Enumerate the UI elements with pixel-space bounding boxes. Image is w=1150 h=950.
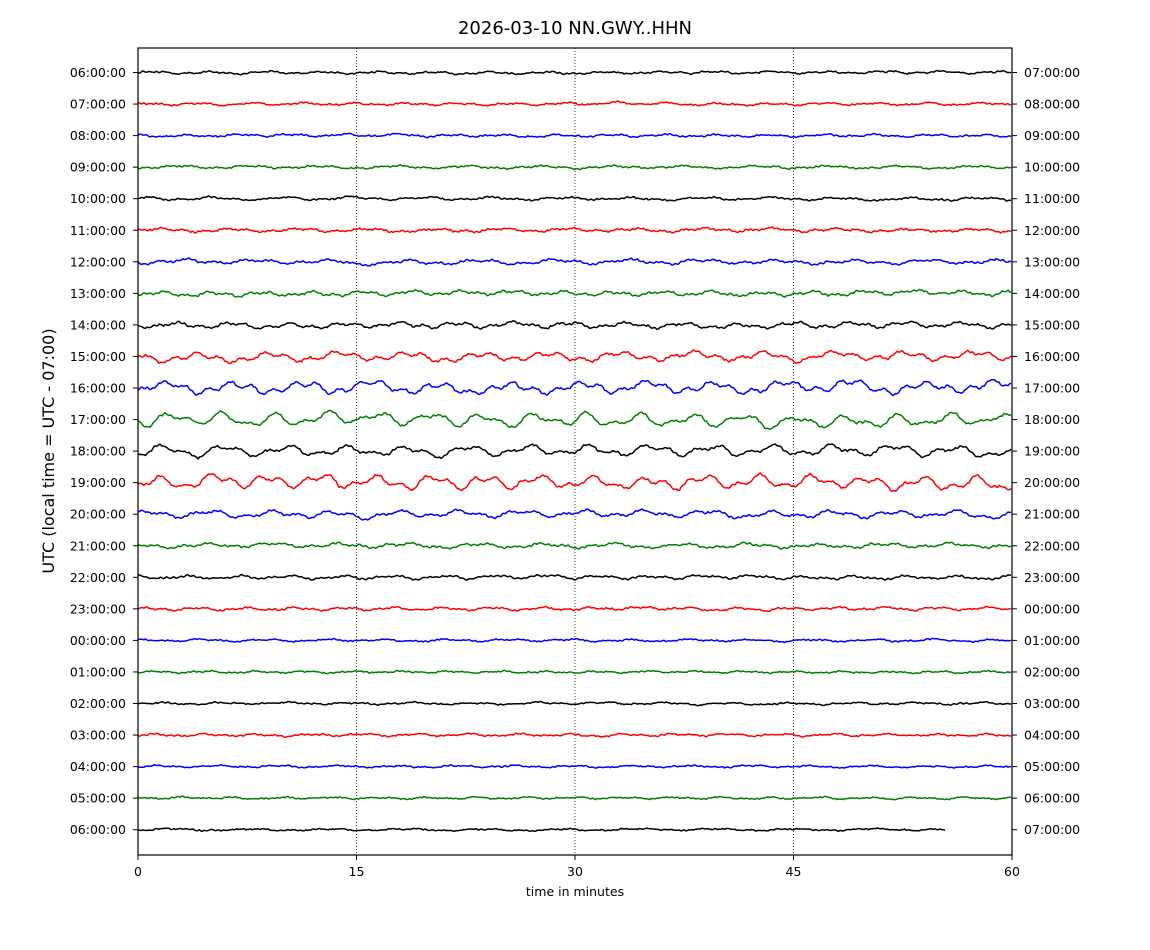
trace-line-10 — [137, 378, 1012, 397]
y-tick-label-left: 06:00:00 — [70, 65, 126, 80]
trace-line-20 — [137, 700, 1011, 707]
x-tick-label: 30 — [567, 864, 583, 879]
y-tick-label-right: 02:00:00 — [1024, 664, 1080, 679]
trace-line-15 — [137, 541, 1012, 550]
y-tick-label-right: 13:00:00 — [1024, 254, 1080, 269]
trace-line-4 — [137, 195, 1012, 202]
y-tick-label-left: 12:00:00 — [70, 254, 126, 269]
trace-line-14 — [137, 508, 1012, 521]
trace-line-16 — [137, 573, 1011, 581]
y-tick-label-right: 00:00:00 — [1024, 601, 1080, 616]
y-tick-label-left: 02:00:00 — [70, 696, 126, 711]
trace-line-8 — [137, 320, 1012, 331]
y-tick-label-right: 06:00:00 — [1024, 791, 1080, 806]
trace-line-5 — [137, 226, 1012, 234]
y-tick-label-left: 09:00:00 — [70, 160, 126, 175]
y-tick-label-right: 08:00:00 — [1024, 97, 1080, 112]
y-tick-label-right: 20:00:00 — [1024, 475, 1080, 490]
trace-line-23 — [137, 795, 1011, 801]
y-tick-label-left: 07:00:00 — [70, 97, 126, 112]
y-tick-label-right: 11:00:00 — [1024, 191, 1080, 206]
y-tick-label-left: 22:00:00 — [70, 570, 126, 585]
trace-line-13 — [137, 472, 1012, 493]
chart-title: 2026-03-10 NN.GWY..HHN — [458, 18, 692, 39]
y-axis-label: UTC (local time = UTC - 07:00) — [39, 328, 58, 573]
y-tick-label-left: 23:00:00 — [70, 601, 126, 616]
y-tick-label-right: 21:00:00 — [1024, 507, 1080, 522]
y-tick-label-left: 13:00:00 — [70, 286, 126, 301]
y-tick-label-left: 17:00:00 — [70, 412, 126, 427]
y-tick-label-left: 06:00:00 — [70, 822, 126, 837]
y-tick-labels-right: 07:00:00 08:00:00 09:00:00 10:00:00 11:00:00… — [1012, 65, 1080, 837]
y-tick-label-left: 20:00:00 — [70, 507, 126, 522]
x-tick-label: 15 — [349, 864, 365, 879]
y-tick-label-right: 07:00:00 — [1024, 65, 1080, 80]
y-tick-label-right: 05:00:00 — [1024, 759, 1080, 774]
y-tick-label-left: 08:00:00 — [70, 128, 126, 143]
trace-line-2 — [137, 132, 1012, 139]
y-tick-label-right: 19:00:00 — [1024, 444, 1080, 459]
y-tick-label-left: 14:00:00 — [70, 317, 126, 332]
trace-line-1 — [137, 100, 1011, 107]
y-tick-label-left: 16:00:00 — [70, 381, 126, 396]
y-tick-label-right: 12:00:00 — [1024, 223, 1080, 238]
trace-line-7 — [137, 288, 1012, 298]
y-tick-label-left: 15:00:00 — [70, 349, 126, 364]
x-tick-label: 45 — [786, 864, 802, 879]
y-tick-label-left: 01:00:00 — [70, 664, 126, 679]
y-tick-label-left: 10:00:00 — [70, 191, 126, 206]
trace-line-12 — [137, 443, 1012, 460]
trace-line-9 — [137, 349, 1012, 365]
y-tick-label-right: 04:00:00 — [1024, 728, 1080, 743]
trace-line-17 — [137, 605, 1012, 613]
trace-line-6 — [137, 257, 1012, 267]
y-tick-label-left: 00:00:00 — [70, 633, 126, 648]
y-tick-label-right: 23:00:00 — [1024, 570, 1080, 585]
y-tick-label-left: 05:00:00 — [70, 791, 126, 806]
y-tick-label-right: 17:00:00 — [1024, 381, 1080, 396]
y-tick-label-left: 21:00:00 — [70, 538, 126, 553]
x-axis-label: time in minutes — [526, 884, 624, 899]
trace-line-18 — [137, 637, 1012, 644]
x-tick-label: 60 — [1004, 864, 1020, 879]
vertical-gridlines — [356, 48, 794, 855]
trace-line-19 — [137, 669, 1012, 675]
y-tick-label-left: 18:00:00 — [70, 444, 126, 459]
y-tick-label-right: 03:00:00 — [1024, 696, 1080, 711]
y-tick-label-right: 22:00:00 — [1024, 538, 1080, 553]
y-tick-label-right: 15:00:00 — [1024, 317, 1080, 332]
trace-line-11 — [137, 409, 1012, 430]
trace-line-3 — [137, 164, 1012, 171]
trace-line-22 — [137, 763, 1012, 769]
y-tick-labels-left: 06:00:00 07:00:00 08:00:00 09:00:00 10:00:00… — [70, 65, 138, 837]
y-tick-label-right: 16:00:00 — [1024, 349, 1080, 364]
trace-line-21 — [137, 732, 1012, 739]
trace-line-24 — [137, 827, 946, 833]
x-axis-ticks: 0 15 30 45 60 — [134, 855, 1020, 879]
y-tick-label-left: 04:00:00 — [70, 759, 126, 774]
seismogram-traces — [137, 69, 1012, 833]
y-tick-label-left: 11:00:00 — [70, 223, 126, 238]
x-tick-label: 0 — [134, 864, 142, 879]
y-tick-label-right: 01:00:00 — [1024, 633, 1080, 648]
y-tick-label-right: 10:00:00 — [1024, 160, 1080, 175]
y-tick-label-right: 07:00:00 — [1024, 822, 1080, 837]
y-tick-label-left: 03:00:00 — [70, 728, 126, 743]
y-tick-label-left: 19:00:00 — [70, 475, 126, 490]
y-tick-label-right: 09:00:00 — [1024, 128, 1080, 143]
trace-line-0 — [137, 69, 1012, 76]
y-tick-label-right: 14:00:00 — [1024, 286, 1080, 301]
y-tick-label-right: 18:00:00 — [1024, 412, 1080, 427]
